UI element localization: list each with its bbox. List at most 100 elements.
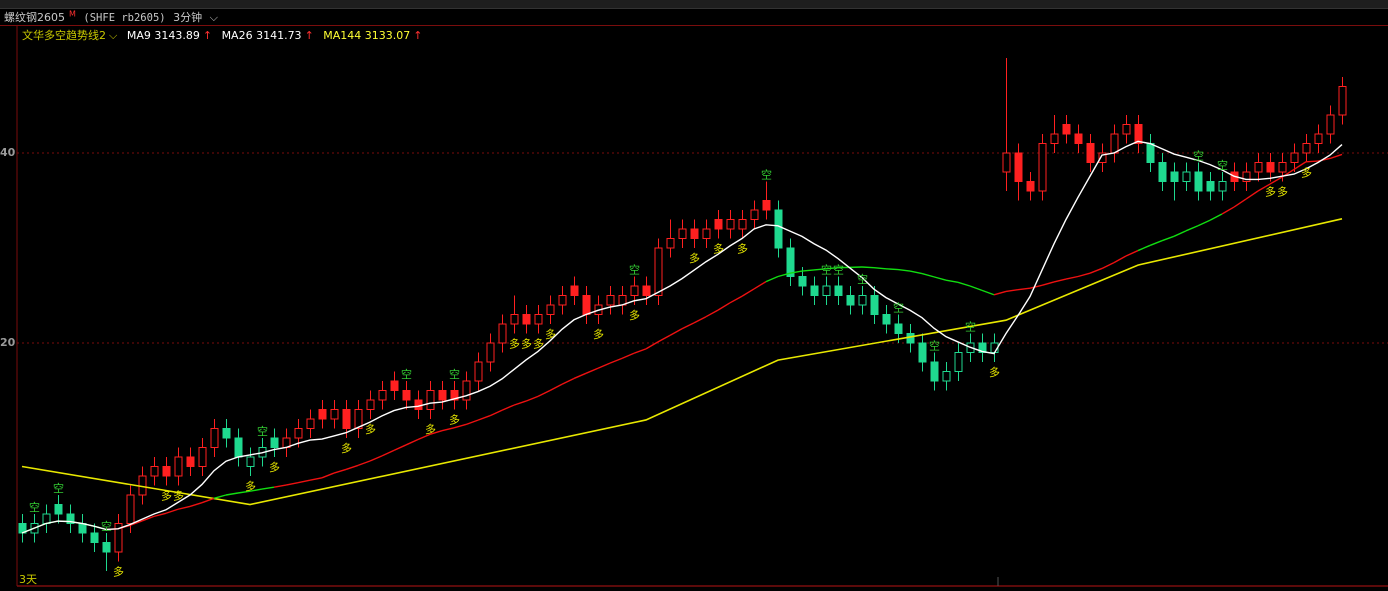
ma26-segment <box>777 272 791 278</box>
candle-down <box>1086 143 1095 163</box>
ma26-segment <box>801 269 815 272</box>
candle-down <box>1146 143 1155 163</box>
ma26-segment <box>1029 284 1043 289</box>
ma26-segment <box>693 316 707 324</box>
ma26-segment <box>501 404 515 411</box>
ma26-segment <box>1149 240 1163 247</box>
candle-down <box>402 390 411 401</box>
header-divider <box>0 25 1388 26</box>
candle-up <box>510 314 519 325</box>
ma26-segment <box>957 281 971 287</box>
chart-title-bar: 螺纹钢2605 M (SHFE rb2605) 3分钟 ⌵ <box>4 9 226 25</box>
candle-up <box>462 380 471 401</box>
candle-down <box>786 247 795 277</box>
long-signal-marker: 多 <box>533 337 544 351</box>
legend-ma26: MA26 3141.73 ↑ <box>222 29 317 42</box>
ma144-line <box>21 218 1343 506</box>
ma26-segment <box>1221 206 1235 215</box>
candle-up <box>366 399 375 410</box>
ma26-segment <box>1245 190 1259 200</box>
ma26-segment <box>885 268 899 271</box>
time-range-label[interactable]: 3天 <box>19 573 37 586</box>
long-signal-marker: 多 <box>449 413 460 427</box>
ma26-segment <box>369 455 383 462</box>
candle-down <box>894 323 903 334</box>
ma26-segment <box>405 438 419 446</box>
short-signal-marker: 空 <box>257 424 268 438</box>
ma26-segment <box>621 352 635 359</box>
long-signal-marker: 多 <box>629 308 640 322</box>
ma26-segment <box>1113 255 1127 264</box>
ma26-segment <box>1173 230 1187 237</box>
ma26-segment <box>597 362 611 369</box>
candle-down <box>78 523 87 534</box>
candle-down <box>570 285 579 296</box>
candle-down <box>438 390 447 401</box>
candle-up <box>474 361 483 382</box>
ma26-segment <box>285 482 299 486</box>
ma26-segment <box>969 285 983 292</box>
ma26-segment <box>789 270 803 274</box>
candle-up <box>1242 171 1251 182</box>
candle-up <box>378 390 387 401</box>
ma26-segment <box>1185 225 1199 232</box>
long-signal-marker: 多 <box>689 251 700 265</box>
ma26-segment <box>525 395 539 402</box>
candle-down <box>870 295 879 315</box>
candle-up <box>534 314 543 325</box>
long-signal-marker: 多 <box>365 422 376 436</box>
short-signal-marker: 空 <box>965 320 976 334</box>
candle-down <box>390 380 399 391</box>
candle-up <box>750 209 759 220</box>
ma26-segment <box>1041 281 1055 286</box>
candle-up <box>858 295 867 306</box>
candle-up <box>558 295 567 306</box>
long-signal-marker: 多 <box>545 327 556 341</box>
ma26-segment <box>153 512 167 518</box>
short-signal-marker: 空 <box>833 263 844 277</box>
symbol-name[interactable]: 螺纹钢2605 M <box>4 9 76 24</box>
candle-up <box>1314 133 1323 144</box>
candle-down <box>1062 124 1071 135</box>
candle-up <box>954 352 963 372</box>
candle-up <box>354 409 363 429</box>
candle-up <box>1254 162 1263 173</box>
candle-up <box>1122 124 1131 135</box>
candle-up <box>1038 143 1047 192</box>
long-signal-marker: 多 <box>521 337 532 351</box>
ma26-segment <box>1293 161 1307 171</box>
candle-down <box>798 276 807 287</box>
indicator-selector[interactable]: 文华多空趋势线2 ⌵ <box>22 29 120 42</box>
ma26-segment <box>645 341 659 350</box>
long-signal-marker: 多 <box>509 337 520 351</box>
ma26-segment <box>513 400 527 406</box>
candle-up <box>1182 171 1191 182</box>
legend-ma9: MA9 3143.89 ↑ <box>127 29 215 42</box>
ma26-segment <box>1125 249 1139 257</box>
candle-up <box>630 285 639 296</box>
candle-up <box>606 295 615 306</box>
ma26-segment <box>273 484 287 488</box>
candle-down <box>1266 162 1275 173</box>
candle-up <box>1278 162 1287 173</box>
ma26-segment <box>753 281 767 290</box>
ma26-segment <box>873 267 887 270</box>
ma26-segment <box>321 472 335 479</box>
ma26-segment <box>417 433 431 441</box>
candle-up <box>1218 181 1227 192</box>
candle-down <box>846 295 855 306</box>
candle-down <box>270 437 279 448</box>
candle-up <box>42 513 51 524</box>
short-signal-marker: 空 <box>821 263 832 277</box>
ma26-segment <box>549 383 563 392</box>
ma26-segment <box>657 334 671 343</box>
ma26-segment <box>1197 219 1211 227</box>
period-selector[interactable]: 3分钟 ⌵ <box>173 11 222 24</box>
ma26-segment <box>393 444 407 452</box>
candle-down <box>450 390 459 401</box>
candle-down <box>1134 124 1143 144</box>
ma26-segment <box>453 423 467 429</box>
candle-down <box>1194 171 1203 192</box>
candle-up <box>1002 152 1011 173</box>
